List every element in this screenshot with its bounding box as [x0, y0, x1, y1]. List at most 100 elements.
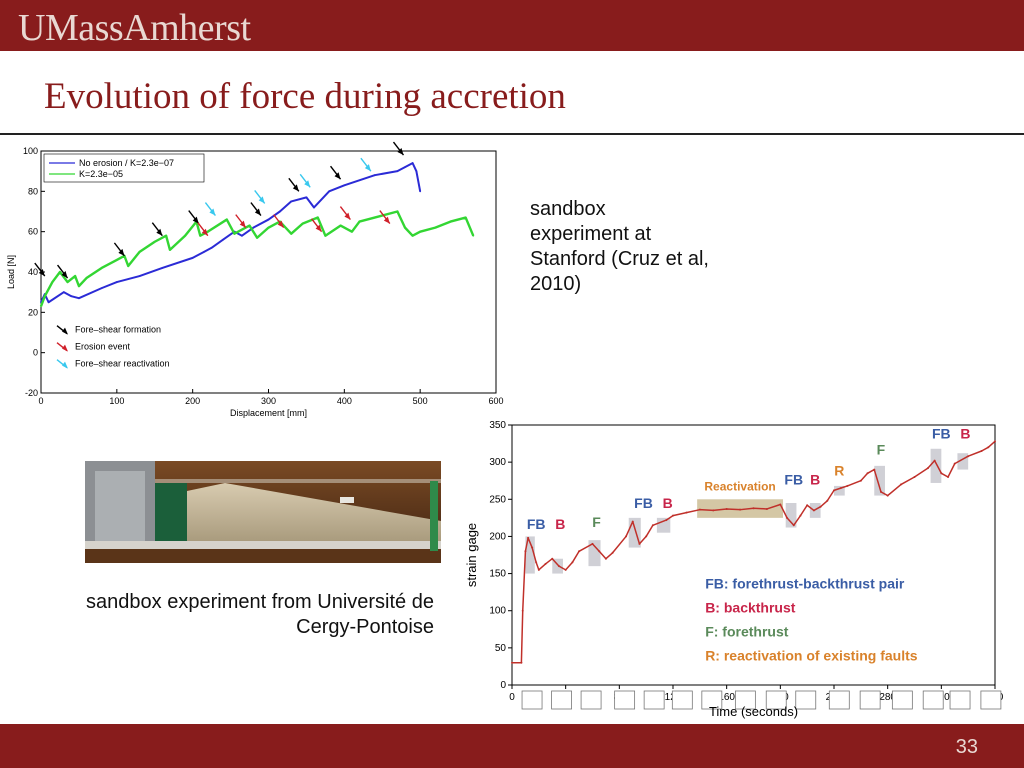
event-arrow-head [201, 228, 208, 236]
plot-frame [40, 150, 497, 394]
data-point [324, 234, 327, 237]
event-arrow-head [239, 220, 246, 228]
legend-entry: R: reactivation of existing faults [705, 647, 918, 663]
data-point [520, 661, 523, 664]
y-tick-label: 20 [28, 307, 38, 317]
time-marker-box [701, 690, 723, 710]
event-arrow-head [292, 184, 299, 192]
y-tick-label: 200 [489, 531, 506, 542]
data-point [66, 281, 69, 283]
data-point [78, 285, 80, 288]
event-arrow-head [397, 148, 404, 156]
data-point [153, 240, 156, 243]
series-line-1 [39, 210, 475, 307]
data-point [645, 535, 648, 538]
y-tick-label: -20 [25, 388, 38, 398]
university-logo: UMassAmherst [18, 7, 251, 49]
event-highlight [785, 503, 797, 528]
event-label: FB [527, 516, 546, 532]
data-point [665, 519, 668, 522]
data-point [792, 524, 795, 527]
time-marker-box [922, 690, 944, 710]
data-point [404, 166, 406, 169]
time-marker-box [980, 690, 1002, 710]
data-point [373, 216, 376, 219]
data-point [779, 503, 782, 506]
data-point [933, 459, 936, 462]
data-point [411, 162, 414, 164]
x-tick-label: 100 [109, 396, 124, 406]
arrow-legend-head [62, 327, 68, 335]
time-marker-box [949, 690, 971, 710]
data-point [449, 220, 452, 223]
data-point [994, 440, 996, 443]
data-point [85, 277, 88, 279]
data-point [967, 455, 970, 458]
data-point [472, 234, 475, 237]
event-label: FB [784, 471, 803, 487]
y-tick-label: 350 [489, 420, 506, 431]
time-marker-box [891, 690, 913, 710]
x-axis-label: Displacement [mm] [230, 408, 307, 418]
arrow-legend-label: Fore–shear reactivation [75, 359, 170, 369]
legend-entry: F: forethrust [705, 623, 789, 639]
cergy-caption: sandbox experiment from Université de Ce… [86, 591, 434, 638]
data-point [651, 524, 654, 527]
data-point [59, 271, 61, 273]
data-point [203, 250, 205, 253]
event-arrow-head [258, 196, 265, 204]
data-point [191, 256, 194, 259]
data-point [886, 494, 889, 497]
data-point [564, 568, 567, 571]
data-point [62, 291, 65, 294]
legend-entry: K=2.3e−05 [79, 169, 123, 179]
data-point [725, 507, 728, 510]
data-point [74, 275, 77, 277]
event-label: B [663, 495, 673, 511]
slide-title: Evolution of force during accretion [44, 76, 566, 117]
y-tick-label: 150 [489, 569, 506, 580]
data-point [873, 468, 876, 471]
data-point [138, 275, 141, 277]
data-point [947, 476, 950, 478]
event-label: F [592, 514, 601, 530]
data-point [631, 520, 634, 523]
data-point [415, 170, 418, 173]
series-line-0 [40, 162, 422, 304]
event-arrow-head [364, 164, 371, 172]
sandbox-photo [85, 461, 441, 563]
event-highlight [697, 499, 784, 518]
x-tick-label: 0 [38, 396, 43, 406]
arrow-legend-head [62, 344, 68, 352]
y-tick-label: 0 [500, 680, 506, 691]
data-point [373, 174, 376, 177]
y-tick-label: 40 [28, 267, 38, 277]
y-tick-label: 250 [489, 494, 506, 505]
data-point [839, 487, 842, 490]
data-point [900, 483, 903, 486]
event-label: FB [634, 495, 653, 511]
data-point [313, 206, 315, 209]
time-marker-box [521, 690, 543, 710]
time-marker-box [551, 690, 572, 710]
data-point [210, 246, 213, 249]
data-point [127, 265, 130, 267]
data-point [358, 220, 361, 223]
data-point [812, 509, 815, 512]
data-point [222, 238, 224, 241]
data-point [328, 190, 331, 193]
data-point [531, 546, 534, 549]
data-point [557, 565, 560, 568]
data-point [819, 505, 822, 508]
y-tick-label: 50 [495, 643, 507, 654]
data-point [712, 509, 715, 512]
event-highlight [588, 540, 601, 567]
data-point [521, 609, 524, 612]
event-label: FB [932, 425, 951, 441]
data-point [698, 508, 701, 511]
title-divider [0, 133, 1024, 135]
data-point [267, 218, 270, 221]
data-point [51, 281, 54, 283]
legend-entry: FB: forethrust-backthrust pair [705, 575, 905, 591]
data-point [138, 250, 141, 253]
